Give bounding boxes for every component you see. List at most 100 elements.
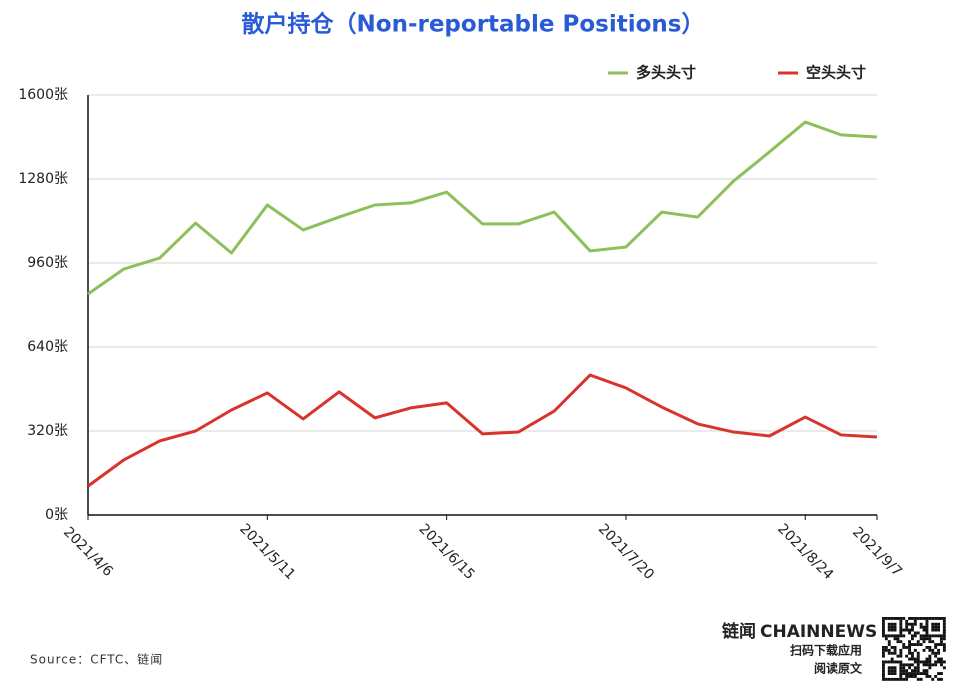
qr-cell xyxy=(908,628,911,632)
qr-cell xyxy=(884,634,888,638)
qr-cell xyxy=(893,637,897,641)
qr-cell xyxy=(899,654,903,658)
qr-cell xyxy=(890,669,894,673)
qr-cell xyxy=(887,634,891,638)
qr-cell xyxy=(905,677,909,681)
qr-cell xyxy=(937,622,940,626)
qr-cell xyxy=(899,617,903,620)
qr-cell xyxy=(911,617,914,620)
qr-cell xyxy=(942,666,946,670)
qr-cell xyxy=(913,660,917,664)
qr-cell xyxy=(893,666,897,670)
qr-cell xyxy=(911,663,914,667)
qr-cell xyxy=(916,654,920,658)
qr-cell xyxy=(942,628,946,632)
series-line xyxy=(87,373,878,488)
qr-cell xyxy=(890,617,894,620)
qr-cell xyxy=(919,643,923,646)
qr-cell xyxy=(899,663,903,667)
qr-cell xyxy=(893,672,897,675)
qr-cell xyxy=(922,648,926,652)
qr-cell xyxy=(916,640,920,644)
qr-cell xyxy=(928,634,932,638)
qr-cell xyxy=(916,651,920,655)
qr-cell xyxy=(913,622,917,626)
qr-cell xyxy=(899,634,903,638)
qr-cell xyxy=(882,646,885,649)
qr-cell xyxy=(882,666,885,670)
qr-cell xyxy=(922,660,926,664)
qr-cell xyxy=(925,625,929,629)
qr-cell xyxy=(887,660,891,664)
qr-cell xyxy=(913,648,917,652)
qr-cell xyxy=(905,646,909,649)
qr-cell xyxy=(922,640,926,644)
qr-cell xyxy=(942,646,946,649)
qr-cell xyxy=(882,648,885,652)
qr-cell xyxy=(899,651,903,655)
qr-cell xyxy=(882,677,885,681)
qr-cell xyxy=(890,677,894,681)
qr-cell xyxy=(902,677,906,681)
qr-cell xyxy=(882,672,885,675)
qr-cell xyxy=(913,669,917,673)
qr-cell xyxy=(884,660,888,664)
qr-cell xyxy=(934,622,938,626)
legend-label: 多头头寸 xyxy=(636,64,696,82)
source-note: Source：CFTC、链闻 xyxy=(30,652,163,667)
qr-cell xyxy=(911,643,914,646)
qr-cell xyxy=(887,648,891,652)
qr-cell xyxy=(925,672,929,675)
qr-cell xyxy=(916,643,920,646)
qr-cell xyxy=(942,631,946,635)
qr-cell xyxy=(908,657,911,661)
qr-cell xyxy=(922,617,926,620)
qr-cell xyxy=(893,669,897,673)
qr-cell xyxy=(934,675,938,678)
qr-cell xyxy=(887,669,891,673)
qr-cell xyxy=(940,643,943,646)
qr-cell xyxy=(893,648,897,652)
qr-cell xyxy=(928,646,932,649)
qr-cell xyxy=(937,660,940,664)
qr-cell xyxy=(899,660,903,664)
qr-cell xyxy=(908,666,911,670)
y-tick-label: 1280张 xyxy=(18,171,68,187)
qr-cell xyxy=(942,643,946,646)
qr-cell xyxy=(942,634,946,638)
qr-cell xyxy=(911,654,914,658)
qr-cell xyxy=(882,675,885,678)
qr-cell xyxy=(905,669,909,673)
qr-cell xyxy=(911,637,914,641)
qr-cell xyxy=(908,648,911,652)
qr-cell xyxy=(922,634,926,638)
qr-cell xyxy=(890,634,894,638)
series-line xyxy=(87,120,878,296)
qr-cell xyxy=(882,628,885,632)
qr-cell xyxy=(937,634,940,638)
qr-cell xyxy=(940,660,943,664)
brand-line: 阅读原文 xyxy=(814,661,863,676)
qr-cell xyxy=(890,646,894,649)
legend-label: 空头头寸 xyxy=(806,64,866,82)
qr-cell xyxy=(937,657,940,661)
y-tick-label: 640张 xyxy=(27,339,68,355)
qr-cell xyxy=(940,672,943,675)
qr-cell xyxy=(884,646,888,649)
qr-cell xyxy=(905,675,909,678)
qr-cell xyxy=(913,631,917,635)
qr-cell xyxy=(908,640,911,644)
qr-cell xyxy=(919,634,923,638)
qr-cell xyxy=(916,669,920,673)
qr-cell xyxy=(940,634,943,638)
qr-cell xyxy=(928,640,932,644)
qr-cell xyxy=(928,666,932,670)
qr-cell xyxy=(942,617,946,620)
qr-cell xyxy=(893,634,897,638)
qr-cell xyxy=(905,672,909,675)
qr-cell xyxy=(922,663,926,667)
qr-cell xyxy=(882,634,885,638)
qr-cell xyxy=(884,637,888,641)
qr-cell xyxy=(896,637,900,641)
qr-cell xyxy=(913,657,917,661)
